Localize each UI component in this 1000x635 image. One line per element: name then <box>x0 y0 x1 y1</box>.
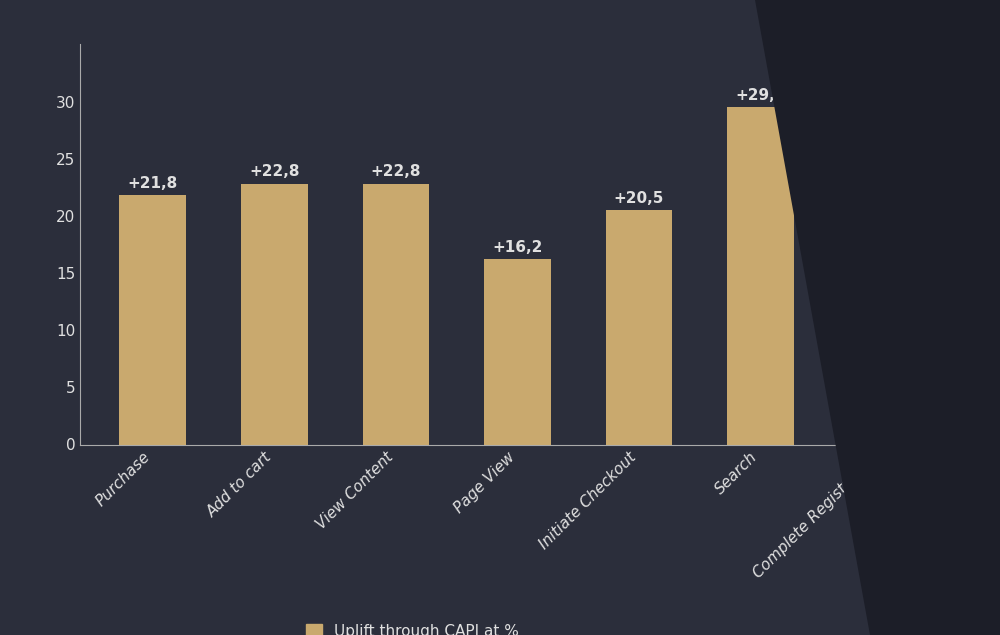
Bar <box>484 259 551 444</box>
Text: +25,1: +25,1 <box>857 138 907 153</box>
Text: +22,8: +22,8 <box>249 164 300 179</box>
Bar <box>606 210 672 444</box>
Bar <box>241 184 308 444</box>
Bar <box>727 107 794 444</box>
Legend: Uplift through CAPI at %: Uplift through CAPI at % <box>300 618 525 635</box>
Text: +22,8: +22,8 <box>371 164 421 179</box>
Bar <box>363 184 429 444</box>
Text: +29,5: +29,5 <box>735 88 786 103</box>
Text: +21,8: +21,8 <box>128 176 178 190</box>
Bar <box>119 196 186 444</box>
Bar <box>849 157 916 444</box>
Text: +20,5: +20,5 <box>614 190 664 206</box>
Text: +16,2: +16,2 <box>492 240 543 255</box>
